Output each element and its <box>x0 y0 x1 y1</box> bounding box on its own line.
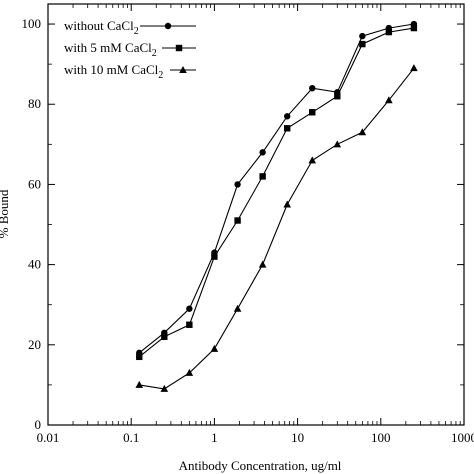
plot-frame <box>47 3 465 426</box>
data-point-triangle <box>385 96 393 104</box>
y-tick-label: 20 <box>28 337 41 352</box>
data-point-square <box>186 321 193 328</box>
data-point-triangle <box>160 384 169 392</box>
data-point-circle <box>309 85 316 92</box>
x-tick-label: 0.1 <box>123 430 139 445</box>
data-point-square <box>259 173 266 180</box>
x-tick-label: 1000 <box>451 430 474 445</box>
data-point-square <box>410 24 418 32</box>
data-point-square <box>359 40 366 48</box>
x-tick-label: 0.01 <box>37 430 60 445</box>
y-tick-label: 40 <box>28 257 41 272</box>
data-point-triangle <box>210 344 219 352</box>
data-point-circle <box>359 32 366 40</box>
data-point-triangle <box>258 260 267 268</box>
series-line <box>139 67 415 390</box>
data-point-triangle <box>358 128 367 136</box>
data-point-square <box>334 93 341 100</box>
data-point-triangle <box>410 64 418 72</box>
x-tick-label: 100 <box>371 430 391 445</box>
series-line <box>138 27 414 358</box>
data-point-square <box>136 353 143 361</box>
data-point-circle <box>234 181 241 188</box>
x-tick-label: 1 <box>211 430 218 445</box>
data-point-triangle <box>185 368 194 376</box>
data-point-square <box>284 125 291 132</box>
data-point-triangle <box>283 200 292 208</box>
data-point-triangle <box>135 380 144 388</box>
y-tick-label: 100 <box>22 16 42 31</box>
legend-marks <box>140 22 196 73</box>
y-tick-label: 60 <box>28 176 41 191</box>
series-1 <box>136 20 418 357</box>
legend: without CaCl2 with 5 mM CaCl2 with 10 mM… <box>64 18 196 81</box>
legend-label-5mm-cacl2: with 5 mM CaCl2 <box>64 40 157 59</box>
data-point-square <box>385 28 393 36</box>
y-tick-label: 80 <box>28 96 41 111</box>
data-point-triangle <box>308 156 317 164</box>
data-point-square <box>211 253 218 260</box>
series-2 <box>136 24 418 361</box>
x-tick-label: 10 <box>291 430 304 445</box>
data-point-circle <box>186 305 193 312</box>
data-point-square <box>161 333 168 340</box>
x-axis-title: Antibody Concentration, ug/ml <box>179 458 342 473</box>
data-point-circle <box>284 113 291 120</box>
legend-label-10mm-cacl2: with 10 mM CaCl2 <box>64 62 163 81</box>
series-3 <box>135 64 418 392</box>
data-point-triangle <box>233 304 242 312</box>
data-point-square <box>234 217 241 224</box>
data-point-triangle <box>333 140 342 148</box>
y-axis-title: % Bound <box>0 189 11 238</box>
axis-ticks: 0.01 0.1 1 10 100 1000 0 20 40 60 80 100 <box>22 4 474 445</box>
legend-marker-square <box>175 44 183 52</box>
legend-marker-circle <box>164 22 172 30</box>
legend-marker-triangle <box>179 66 187 73</box>
legend-label-without-cacl2: without CaCl2 <box>64 18 139 37</box>
series-line <box>138 23 414 354</box>
data-point-square <box>309 109 316 116</box>
series-layer <box>135 20 418 392</box>
data-point-circle <box>259 149 266 156</box>
y-tick-label: 0 <box>35 417 42 432</box>
